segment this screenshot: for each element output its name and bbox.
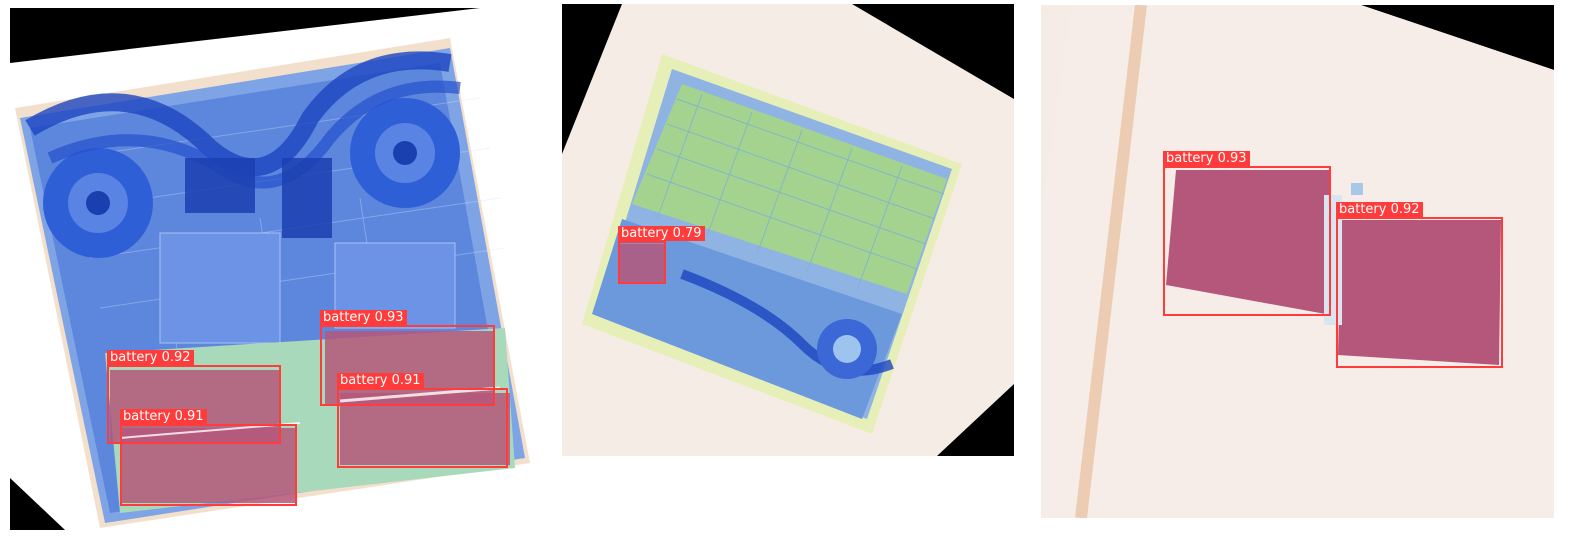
detection-class: battery: [621, 226, 669, 241]
detection-box: battery 0.79: [618, 226, 705, 284]
detection-label: battery 0.79: [618, 226, 705, 241]
detection-class: battery: [1339, 202, 1387, 217]
detection-label: battery 0.93: [320, 310, 407, 325]
detection-score: 0.91: [174, 409, 204, 424]
detection-label: battery 0.92: [107, 350, 194, 365]
detection-class: battery: [323, 310, 371, 325]
xray-image-panel-2: battery 0.79: [562, 4, 1014, 456]
detection-score: 0.93: [374, 310, 404, 325]
detection-label: battery 0.91: [120, 409, 207, 424]
xray-image-panel-1: battery 0.92 battery 0.93 battery 0.91 b…: [10, 8, 535, 530]
detection-score: 0.93: [1217, 151, 1247, 166]
detection-label: battery 0.91: [337, 373, 424, 388]
detection-score: 0.79: [672, 226, 702, 241]
detection-box: battery 0.93: [1163, 151, 1331, 316]
detection-class: battery: [123, 409, 171, 424]
detection-label: battery 0.93: [1163, 151, 1250, 166]
xray-scan-2: [562, 4, 1014, 456]
xray-image-panel-3: battery 0.93 battery 0.92: [1041, 5, 1554, 518]
detection-box: battery 0.91: [120, 409, 297, 506]
detection-score: 0.92: [161, 350, 191, 365]
detection-box: battery 0.91: [337, 373, 508, 468]
detection-score: 0.92: [1390, 202, 1420, 217]
detection-box: battery 0.93: [320, 310, 495, 406]
detection-score: 0.91: [391, 373, 421, 388]
detection-box: battery 0.92: [1336, 202, 1503, 368]
detection-box: battery 0.92: [107, 350, 281, 444]
detection-class: battery: [110, 350, 158, 365]
detection-class: battery: [340, 373, 388, 388]
detection-label: battery 0.92: [1336, 202, 1423, 217]
xray-scan-3: [1041, 5, 1554, 518]
detection-class: battery: [1166, 151, 1214, 166]
